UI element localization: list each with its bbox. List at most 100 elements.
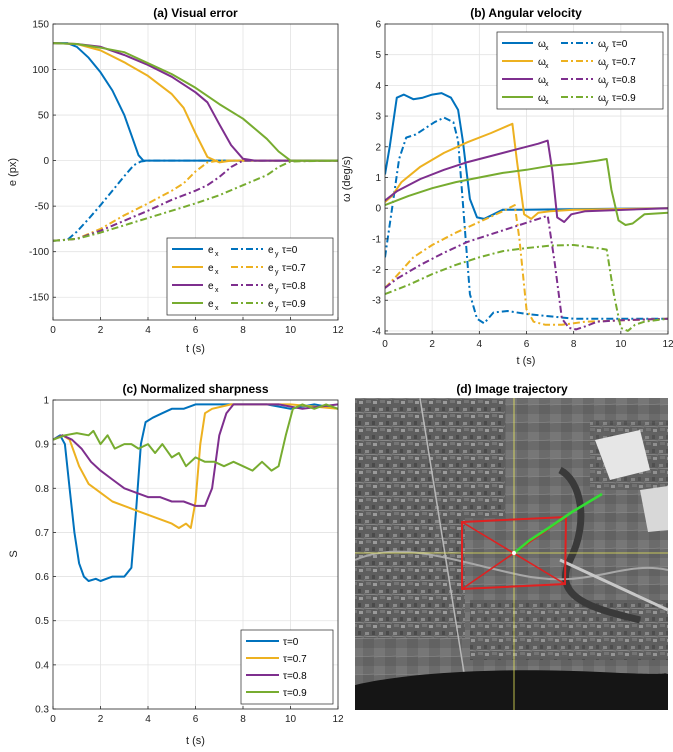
trajectory-start-marker bbox=[512, 551, 516, 555]
legend-tau-label: τ=0.7 bbox=[282, 263, 306, 274]
series-line-dashdot bbox=[385, 244, 668, 332]
panel-a-legend: e x e y τ=0e x e y τ=0.7e x e y τ=0.8e x e y τ=0.9 bbox=[166, 237, 334, 316]
legend-label: e bbox=[208, 263, 214, 274]
legend-subscript: y bbox=[275, 269, 279, 276]
y-tick-label: 5 bbox=[375, 50, 381, 61]
legend-subscript: y bbox=[605, 99, 609, 106]
y-tick-label: 3 bbox=[375, 112, 381, 123]
y-tick-label: 0 bbox=[43, 156, 49, 167]
legend-label: e bbox=[208, 281, 214, 292]
panel-c-legend: τ=0 τ=0.7 τ=0.8 τ=0.9 bbox=[240, 629, 334, 705]
y-tick-label: 150 bbox=[32, 20, 49, 31]
panel-a-ticks: 0 2 4 6 8 10 12 150 100 50 0 -50 -100 -150 bbox=[29, 20, 344, 337]
y-tick-label: 6 bbox=[375, 20, 381, 31]
panel-a-series bbox=[53, 42, 338, 242]
x-tick-label: 0 bbox=[50, 325, 56, 336]
panel-b-ylabel: ω (deg/s) bbox=[341, 156, 353, 202]
panel-a-ylabel: e (px) bbox=[7, 158, 19, 186]
legend-subscript: x bbox=[215, 269, 219, 276]
legend-tau-label: τ=0 bbox=[612, 39, 628, 50]
panel-angular-velocity: (b) Angular velocity 0 2 4 6 8 10 126543210-1-… bbox=[341, 6, 673, 367]
legend-tau-label: τ=0 bbox=[283, 637, 299, 648]
series-line-solid bbox=[53, 403, 338, 507]
legend-subscript: x bbox=[215, 287, 219, 294]
series-line-dashdot bbox=[53, 159, 338, 242]
legend-tau-label: τ=0 bbox=[282, 245, 298, 256]
y-tick-label: 100 bbox=[32, 65, 49, 76]
y-tick-label: 0.7 bbox=[35, 528, 49, 539]
x-tick-label: 8 bbox=[571, 339, 577, 350]
panel-image-trajectory: (d) Image trajectory bbox=[355, 382, 668, 710]
legend-label: e bbox=[268, 263, 274, 274]
x-tick-label: 12 bbox=[332, 714, 344, 725]
x-tick-label: 2 bbox=[429, 339, 435, 350]
legend-label: ω bbox=[598, 75, 606, 86]
series-line-dashdot bbox=[53, 159, 338, 242]
legend-subscript: x bbox=[215, 305, 219, 312]
panel-b-xlabel: t (s) bbox=[517, 355, 536, 367]
series-line-dashdot bbox=[385, 214, 668, 331]
legend-subscript: x bbox=[545, 81, 549, 88]
y-tick-label: 0.6 bbox=[35, 572, 49, 583]
y-tick-label: 0 bbox=[375, 204, 381, 215]
legend-label: ω bbox=[538, 57, 546, 68]
panel-b-series bbox=[385, 92, 668, 332]
legend-subscript: y bbox=[605, 45, 609, 52]
y-tick-label: 0.8 bbox=[35, 484, 49, 495]
legend-subscript: x bbox=[545, 45, 549, 52]
legend-tau-label: τ=0.7 bbox=[612, 57, 636, 68]
legend-tau-label: τ=0.9 bbox=[612, 93, 636, 104]
panel-c-series bbox=[53, 403, 338, 582]
panel-a-xlabel: t (s) bbox=[186, 343, 205, 355]
y-tick-label: 50 bbox=[38, 111, 50, 122]
series-line-solid bbox=[53, 42, 338, 164]
legend-label: ω bbox=[538, 93, 546, 104]
legend-label: e bbox=[208, 245, 214, 256]
legend-subscript: y bbox=[275, 305, 279, 312]
x-tick-label: 4 bbox=[145, 325, 151, 336]
legend-tau-label: τ=0.9 bbox=[282, 299, 306, 310]
series-line-solid bbox=[385, 122, 668, 220]
y-tick-label: -100 bbox=[29, 247, 49, 258]
legend-label: ω bbox=[598, 93, 606, 104]
legend-label: ω bbox=[538, 39, 546, 50]
panel-normalized-sharpness: (c) Normalized sharpness 0 2 4 6 8 10 12 1 0.9 0.… bbox=[8, 382, 344, 747]
series-line-dashdot bbox=[385, 204, 668, 326]
x-tick-label: 6 bbox=[193, 714, 199, 725]
x-tick-label: 10 bbox=[615, 339, 627, 350]
y-tick-label: -3 bbox=[372, 296, 381, 307]
legend-subscript: y bbox=[275, 251, 279, 258]
x-tick-label: 0 bbox=[50, 714, 56, 725]
y-tick-label: 2 bbox=[375, 142, 381, 153]
aerial-image bbox=[355, 398, 668, 710]
x-tick-label: 0 bbox=[382, 339, 388, 350]
x-tick-label: 12 bbox=[332, 325, 344, 336]
y-tick-label: 1 bbox=[43, 396, 49, 407]
panel-c-title: (c) Normalized sharpness bbox=[122, 382, 268, 396]
panel-c-ticks: 0 2 4 6 8 10 12 1 0.9 0.8 0.7 0.6 0.5 0.4 0.3 bbox=[35, 396, 344, 726]
series-line-solid bbox=[385, 92, 668, 220]
legend-tau-label: τ=0.8 bbox=[283, 671, 307, 682]
series-line-solid bbox=[53, 403, 338, 472]
y-tick-label: 0.4 bbox=[35, 660, 49, 671]
y-tick-label: -1 bbox=[372, 234, 381, 245]
legend-tau-label: τ=0.8 bbox=[612, 75, 636, 86]
legend-tau-label: τ=0.8 bbox=[282, 281, 306, 292]
legend-tau-label: τ=0.9 bbox=[283, 688, 307, 699]
panel-a-title: (a) Visual error bbox=[153, 6, 238, 20]
legend-label: e bbox=[268, 299, 274, 310]
series-line-solid bbox=[385, 158, 668, 226]
series-line-solid bbox=[53, 42, 338, 162]
legend-subscript: x bbox=[545, 63, 549, 70]
legend-label: e bbox=[268, 245, 274, 256]
y-tick-label: 0.9 bbox=[35, 440, 49, 451]
panel-c-xlabel: t (s) bbox=[186, 735, 205, 747]
x-tick-label: 10 bbox=[285, 714, 297, 725]
legend-label: e bbox=[208, 299, 214, 310]
series-line-dashdot bbox=[53, 159, 338, 242]
x-tick-label: 10 bbox=[285, 325, 297, 336]
x-tick-label: 8 bbox=[240, 714, 246, 725]
x-tick-label: 4 bbox=[145, 714, 151, 725]
